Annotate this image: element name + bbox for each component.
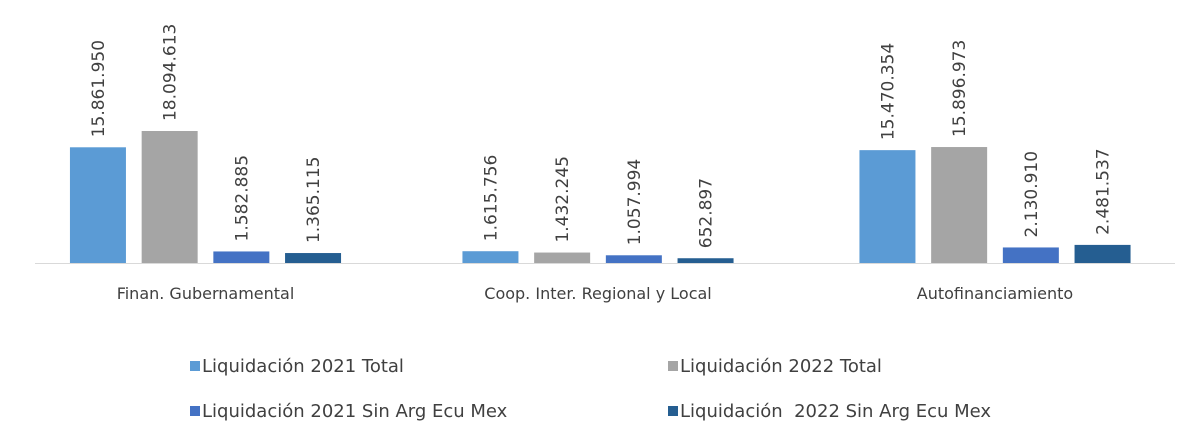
legend-swatch (668, 361, 678, 371)
value-label: 1.365.115 (304, 157, 324, 244)
legend-label: Liquidación 2022 Total (680, 356, 882, 377)
value-label: 1.057.994 (625, 159, 645, 246)
value-label: 2.481.537 (1094, 148, 1114, 235)
value-label: 1.582.885 (232, 155, 252, 242)
category-label: Coop. Inter. Regional y Local (484, 284, 711, 303)
bar (69, 147, 126, 263)
bar (285, 253, 342, 263)
value-label: 15.896.973 (950, 40, 970, 137)
value-label: 15.470.354 (878, 43, 898, 140)
bar (677, 258, 734, 263)
legend-swatch (190, 361, 200, 371)
value-label: 1.432.245 (553, 156, 573, 243)
legend-label: Liquidación 2022 Sin Arg Ecu Mex (680, 401, 991, 422)
bar (931, 147, 988, 263)
bar (141, 131, 198, 263)
bar (534, 252, 591, 263)
value-label: 2.130.910 (1022, 151, 1042, 238)
value-label: 18.094.613 (161, 24, 181, 121)
bar (213, 251, 270, 263)
category-label: Finan. Gubernamental (117, 284, 295, 303)
value-label: 15.861.950 (89, 40, 109, 137)
value-label: 1.615.756 (481, 155, 501, 242)
bar (859, 150, 916, 263)
legend-label: Liquidación 2021 Sin Arg Ecu Mex (202, 401, 508, 422)
bar (1002, 247, 1059, 263)
legend-swatch (190, 406, 200, 416)
bar (1074, 244, 1131, 263)
bar (605, 255, 662, 263)
legend-swatch (668, 406, 678, 416)
value-label: 652.897 (697, 178, 717, 248)
bar (462, 251, 519, 263)
category-label: Autofinanciamiento (917, 284, 1073, 303)
legend-label: Liquidación 2021 Total (202, 356, 404, 377)
